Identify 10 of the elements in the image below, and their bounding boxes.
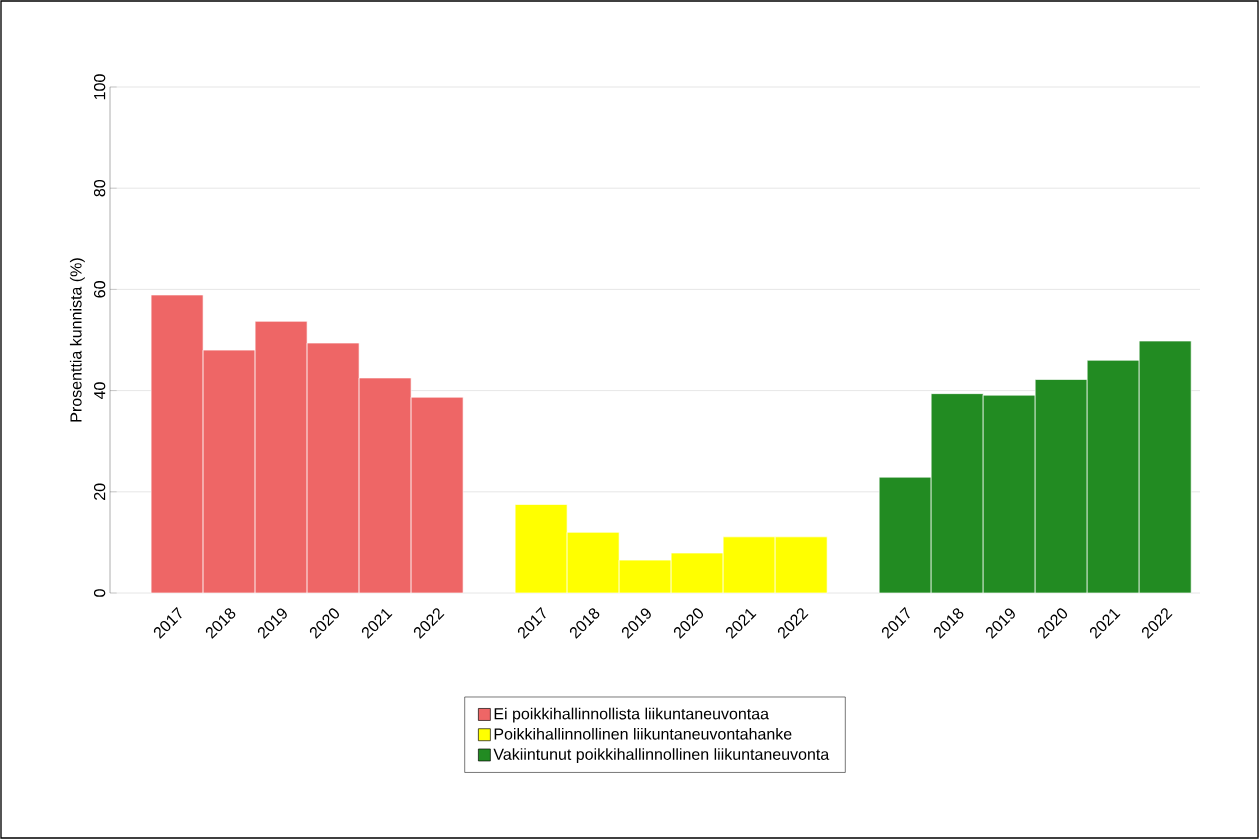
- legend-label: Ei poikkihallinnollista liikuntaneuvontaa: [494, 707, 770, 723]
- y-tick-label: 60: [93, 281, 106, 298]
- y-tick-label: 20: [93, 483, 106, 500]
- legend-label: Poikkihallinnollinen liikuntaneuvontahanke: [494, 727, 792, 740]
- y-tick-label: 80: [93, 179, 106, 197]
- legend-label: Vakiintunut poikkihallinnollinen liikuntaneuvonta: [493, 748, 830, 764]
- y-tick-label: 0: [93, 589, 106, 597]
- y-tick-label: 100: [93, 74, 106, 100]
- y-tick-label: 40: [93, 382, 106, 400]
- y-axis-title: Prosenttia kunnista (%): [69, 258, 85, 422]
